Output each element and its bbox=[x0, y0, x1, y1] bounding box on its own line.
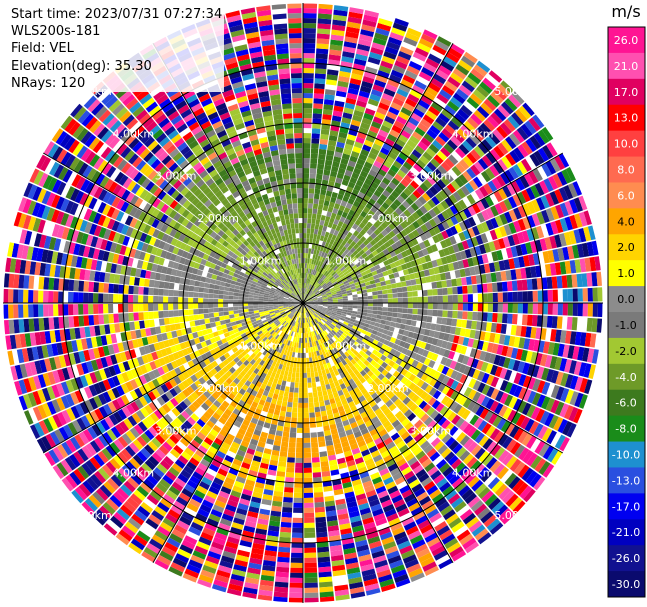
colorbar: m/s 26.0 21.0 17.0 13.0 10.0 8.0 6.0 4.0 2.0 1.0 0.… bbox=[607, 2, 646, 598]
spoke-150 bbox=[302, 302, 454, 564]
ring-label-4-45: 4.00km bbox=[452, 127, 494, 140]
colorbar-band-0 bbox=[608, 27, 645, 54]
colorbar-tick-14: -6.0 bbox=[615, 397, 636, 410]
spoke-120 bbox=[302, 302, 564, 454]
colorbar-tick-11: -1.0 bbox=[615, 319, 636, 332]
ring-label-1-45: 1.00km bbox=[325, 255, 367, 268]
start-time-label: Start time: 2023/07/31 07:27:34 bbox=[11, 7, 223, 22]
colorbar-frame bbox=[607, 26, 646, 598]
colorbar-band-1 bbox=[608, 52, 645, 80]
velocity-cells bbox=[3, 3, 603, 603]
colorbar-band-14 bbox=[608, 389, 645, 417]
colorbar-band-9 bbox=[608, 260, 645, 287]
colorbar-band-5 bbox=[608, 156, 645, 183]
colorbar-band-6 bbox=[608, 182, 645, 209]
colorbar-band-11 bbox=[608, 312, 645, 339]
colorbar-tick-12: -2.0 bbox=[615, 345, 636, 358]
ring-label-5-45: 5.00km bbox=[494, 85, 536, 98]
colorbar-band-16 bbox=[608, 441, 645, 468]
colorbar-tick-13: -4.0 bbox=[615, 371, 636, 384]
ring-label-2-45: 2.00km bbox=[367, 212, 409, 225]
colorbar-tick-10: 0.0 bbox=[617, 293, 635, 306]
colorbar-tick-16: -10.0 bbox=[612, 449, 640, 462]
colorbar-band-4 bbox=[608, 130, 645, 158]
colorbar-tick-17: -13.0 bbox=[612, 474, 640, 487]
ring-label-5-225: 5.00km bbox=[70, 509, 112, 522]
ring-label-3-315: 3.00km bbox=[155, 170, 197, 183]
ring-label-3-225: 3.00km bbox=[155, 424, 197, 437]
colorbar-band-18 bbox=[608, 493, 645, 520]
colorbar-band-10 bbox=[608, 286, 645, 313]
ring-label-3-45: 3.00km bbox=[409, 170, 451, 183]
ppi-plot: 1.00km 2.00km 3.00km 4.00km 5.00km 1.00km 2.00… bbox=[2, 2, 604, 604]
spoke-210 bbox=[152, 302, 304, 564]
colorbar-band-15 bbox=[608, 415, 645, 443]
colorbar-band-3 bbox=[608, 104, 645, 132]
colorbar-band-21 bbox=[608, 571, 645, 598]
colorbar-tick-1: 21.0 bbox=[614, 60, 639, 73]
header-info: Start time: 2023/07/31 07:27:34 WLS200s-… bbox=[9, 6, 225, 93]
colorbar-band-20 bbox=[608, 545, 645, 572]
ring-label-2-225: 2.00km bbox=[197, 382, 239, 395]
colorbar-band-19 bbox=[608, 519, 645, 546]
spoke-60 bbox=[302, 152, 564, 304]
ring-label-4-135: 4.00km bbox=[452, 467, 494, 480]
nrays-label: NRays: 120 bbox=[11, 75, 86, 91]
colorbar-tick-8: 2.0 bbox=[617, 241, 635, 254]
colorbar-tick-18: -17.0 bbox=[612, 500, 640, 513]
ring-label-1-225: 1.00km bbox=[240, 339, 282, 352]
colorbar-unit: m/s bbox=[611, 2, 640, 21]
colorbar-tick-9: 1.0 bbox=[617, 267, 635, 280]
ring-label-2-315: 2.00km bbox=[197, 212, 239, 225]
colorbar-tick-6: 6.0 bbox=[617, 189, 635, 202]
colorbar-tick-15: -8.0 bbox=[615, 423, 636, 436]
colorbar-tick-20: -26.0 bbox=[612, 552, 640, 565]
spoke-30 bbox=[302, 42, 454, 304]
station-label: WLS200s-181 bbox=[11, 24, 101, 40]
colorbar-tick-4: 10.0 bbox=[614, 138, 639, 151]
colorbar-tick-21: -30.0 bbox=[612, 578, 640, 591]
ring-label-3-135: 3.00km bbox=[409, 424, 451, 437]
colorbar-band-7 bbox=[608, 208, 645, 235]
spoke-300 bbox=[42, 152, 304, 304]
spoke-240 bbox=[42, 302, 304, 454]
colorbar-tick-0: 26.0 bbox=[614, 34, 639, 47]
colorbar-tick-3: 13.0 bbox=[614, 112, 639, 125]
colorbar-tick-19: -21.0 bbox=[612, 526, 640, 539]
field-label: Field: VEL bbox=[11, 41, 74, 57]
colorbar-band-13 bbox=[608, 363, 645, 391]
ring-label-1-135: 1.00km bbox=[325, 339, 367, 352]
ring-label-1-315: 1.00km bbox=[240, 255, 282, 268]
colorbar-band-8 bbox=[608, 234, 645, 261]
colorbar-tick-5: 8.0 bbox=[617, 164, 635, 177]
colorbar-tick-7: 4.0 bbox=[617, 215, 635, 228]
ring-label-5-135: 5.00km bbox=[494, 509, 536, 522]
elevation-label: Elevation(deg): 35.30 bbox=[11, 58, 152, 74]
colorbar-band-12 bbox=[608, 337, 645, 365]
ring-label-4-315: 4.00km bbox=[113, 127, 155, 140]
colorbar-band-2 bbox=[608, 78, 645, 106]
ring-label-2-135: 2.00km bbox=[367, 382, 409, 395]
colorbar-tick-2: 17.0 bbox=[614, 86, 639, 99]
ring-label-4-225: 4.00km bbox=[113, 467, 155, 480]
colorbar-band-17 bbox=[608, 467, 645, 494]
